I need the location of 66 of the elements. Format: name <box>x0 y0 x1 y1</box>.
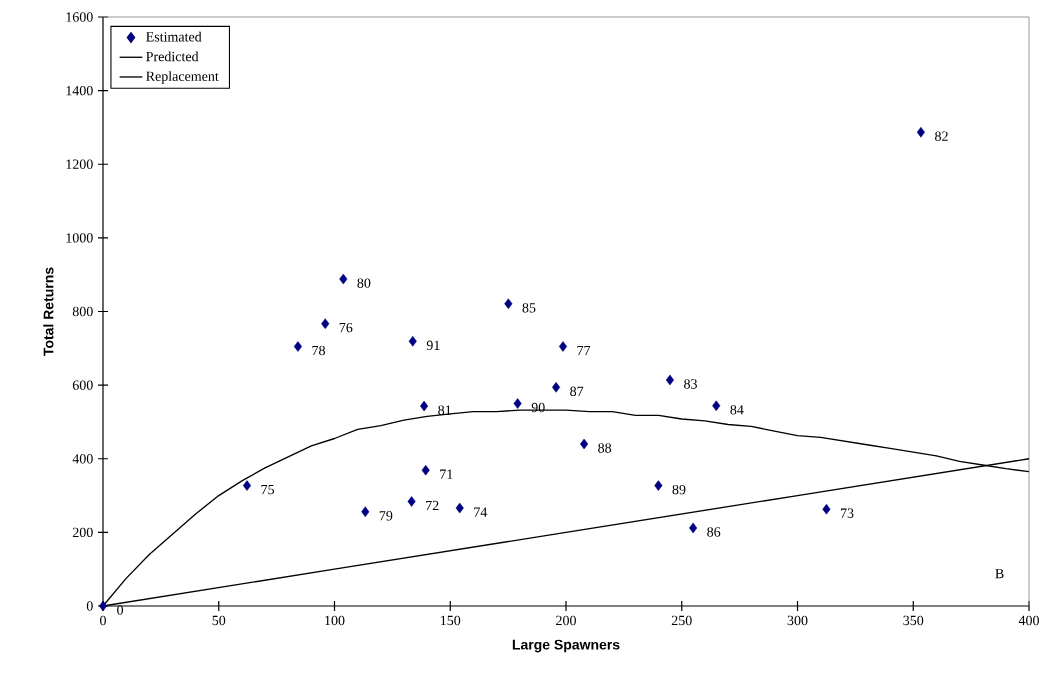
annotation: 76 <box>339 322 353 333</box>
point <box>242 480 252 491</box>
x-tick-label: 100 <box>325 615 345 626</box>
annotation: 87 <box>570 386 584 397</box>
annotation: 72 <box>426 500 439 511</box>
annotation: 80 <box>357 278 371 288</box>
point <box>665 374 674 386</box>
annotation: B <box>995 569 1004 579</box>
y-tick-label: 800 <box>72 306 93 317</box>
annotation: 75 <box>261 484 275 495</box>
x-tick-label: 400 <box>1018 615 1039 626</box>
point <box>455 502 464 514</box>
point <box>552 382 561 393</box>
point <box>689 522 698 534</box>
point <box>361 506 370 518</box>
annotation: 85 <box>522 303 536 313</box>
y-tick-label: 1400 <box>66 85 93 96</box>
point <box>421 464 430 476</box>
point <box>916 126 925 138</box>
point <box>407 496 416 507</box>
annotation: 83 <box>684 379 697 389</box>
point <box>558 341 568 352</box>
x-tick-label: 350 <box>903 615 924 626</box>
annotation: 84 <box>730 405 744 415</box>
point <box>420 400 429 412</box>
point <box>321 318 330 329</box>
x-axis-title: Large Spawners <box>512 639 620 653</box>
y-tick-label: 0 <box>86 601 93 611</box>
y-tick-label: 1000 <box>66 233 93 243</box>
annotation: 71 <box>440 469 453 479</box>
annotation: 82 <box>935 131 948 141</box>
annotation: 79 <box>379 511 393 521</box>
x-tick-label: 150 <box>440 615 461 626</box>
annotation: 86 <box>707 527 721 537</box>
point <box>339 273 348 285</box>
point <box>654 480 663 491</box>
y-tick-label: 200 <box>72 527 93 538</box>
annotation: 0 <box>117 605 124 615</box>
x-tick-label: 200 <box>556 615 576 626</box>
annotation: 73 <box>840 508 854 518</box>
point <box>822 503 831 515</box>
annotation: 89 <box>672 484 686 495</box>
x-tick-label: 250 <box>671 615 692 626</box>
point <box>513 398 522 409</box>
y-tick-label: 1600 <box>66 12 93 22</box>
point <box>293 341 302 352</box>
annotation: 74 <box>474 507 488 517</box>
annotation: 91 <box>426 340 440 351</box>
y-tick-label: 400 <box>72 454 93 464</box>
point <box>580 438 589 450</box>
x-tick-label: 0 <box>100 615 106 626</box>
y-tick-label: 600 <box>72 380 93 390</box>
y-axis-title: Total Returns <box>43 267 54 356</box>
point <box>504 298 513 310</box>
x-tick-label: 300 <box>787 615 808 626</box>
x-tick-label: 50 <box>212 615 226 626</box>
y-tick-label: 1200 <box>66 159 93 169</box>
legend-label: Replacement <box>146 71 219 84</box>
point <box>408 336 417 347</box>
annotation: 78 <box>312 345 325 356</box>
annotation: 81 <box>438 405 451 415</box>
annotation: 88 <box>598 443 612 453</box>
legend-label: Estimated <box>146 31 202 42</box>
legend-label: Predicted <box>146 51 199 62</box>
point <box>712 400 721 412</box>
annotation: 77 <box>577 345 591 356</box>
